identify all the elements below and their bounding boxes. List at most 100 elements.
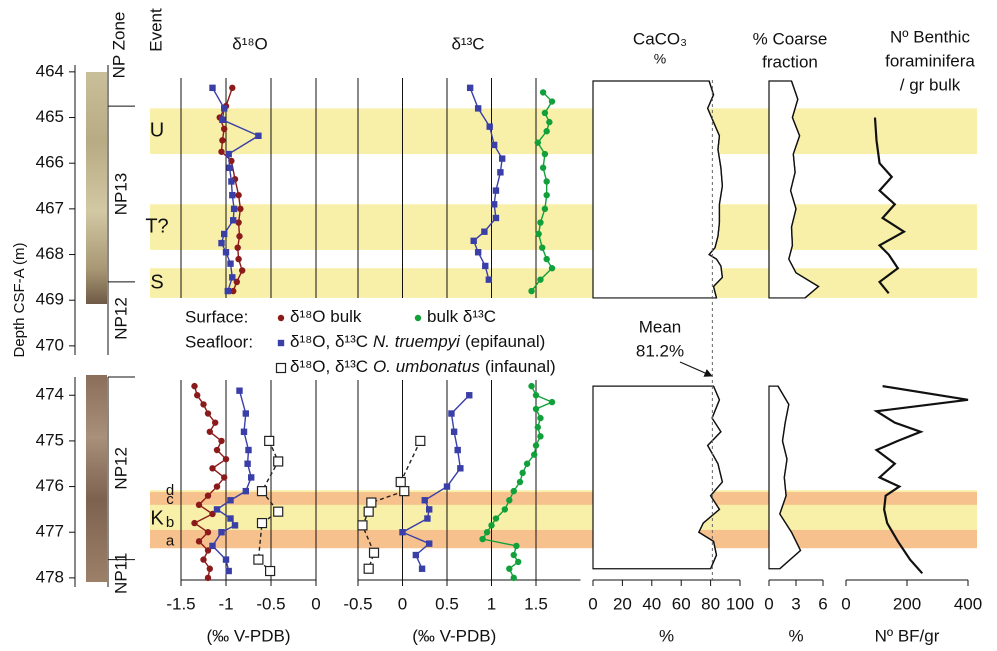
- panel-title: % Coarse: [753, 29, 828, 48]
- data-point: [227, 260, 234, 267]
- event-sub-label: d: [166, 482, 174, 499]
- data-point: [245, 446, 252, 454]
- data-point: [516, 478, 524, 486]
- legend-marker: [275, 362, 287, 374]
- data-point: [194, 392, 201, 399]
- data-point: [224, 287, 231, 295]
- event-label: S: [150, 271, 163, 293]
- data-point: [483, 529, 491, 536]
- mean-arrow: [679, 361, 713, 377]
- data-point: [488, 522, 495, 529]
- data-point: [492, 214, 500, 222]
- data-point: [531, 451, 538, 458]
- x-tick-label: 200: [893, 594, 921, 613]
- data-point: [209, 542, 216, 550]
- legend-text: (epifaunal): [465, 332, 545, 351]
- y-tick-label: 469: [36, 290, 64, 309]
- data-point: [481, 228, 488, 235]
- mean-label: Mean: [639, 317, 682, 336]
- zone-label: NP12: [111, 447, 130, 490]
- panel-title: δ¹³C: [451, 34, 484, 53]
- data-point: [421, 497, 428, 504]
- data-point: [506, 565, 513, 572]
- x-tick-label: 0: [588, 594, 597, 613]
- data-point: [479, 535, 486, 543]
- x-axis-label: (‰ V-PDB): [412, 626, 496, 645]
- data-point: [264, 435, 275, 447]
- data-point: [532, 405, 540, 413]
- x-tick-label: -0.5: [256, 594, 285, 613]
- data-point: [532, 392, 540, 399]
- data-point: [204, 410, 212, 417]
- data-point: [235, 255, 242, 263]
- data-point: [543, 255, 550, 263]
- profile-line: [697, 385, 724, 570]
- data-point: [209, 465, 216, 472]
- data-point: [230, 217, 237, 224]
- data-point: [242, 410, 249, 417]
- data-point: [474, 249, 482, 256]
- x-axis-label: %: [659, 626, 674, 645]
- data-point: [510, 551, 517, 559]
- data-point: [399, 529, 406, 536]
- legend-marker: [414, 314, 422, 322]
- data-point: [368, 547, 380, 558]
- data-point: [543, 128, 550, 135]
- data-point: [206, 428, 213, 435]
- data-point: [539, 244, 546, 251]
- panel-title: Nº Benthic: [890, 27, 970, 46]
- event-label: U: [150, 120, 164, 142]
- zone-label: NP12: [111, 297, 130, 340]
- data-point: [227, 515, 234, 522]
- y-tick-label: 464: [36, 61, 64, 80]
- data-point: [519, 469, 526, 477]
- event-sub-label: c: [166, 491, 174, 508]
- data-point: [357, 520, 368, 531]
- event-band: [150, 108, 977, 155]
- event-heading: Event: [146, 8, 165, 52]
- data-point: [231, 522, 239, 529]
- data-point: [548, 398, 556, 406]
- data-point: [228, 178, 235, 185]
- y-tick-label: 477: [36, 522, 64, 541]
- legend-text: O. umbonatus: [373, 357, 480, 376]
- data-point: [229, 84, 236, 92]
- legend-text: δ¹⁸O, δ¹³C: [290, 357, 368, 376]
- data-point: [424, 515, 431, 522]
- panel-title: δ¹⁸O: [232, 34, 268, 53]
- data-point: [219, 137, 226, 144]
- x-axis-label: Nº BF/gr: [875, 626, 940, 645]
- profile-line: [777, 385, 802, 570]
- data-point: [510, 574, 517, 582]
- data-point: [204, 492, 212, 499]
- data-point: [490, 141, 498, 149]
- data-point: [265, 565, 276, 577]
- data-point: [225, 150, 232, 158]
- y-tick-label: 465: [36, 107, 64, 126]
- data-point: [528, 382, 535, 390]
- legend-text: δ¹⁸O, δ¹³C: [290, 332, 368, 351]
- x-tick-label: 80: [701, 594, 720, 613]
- x-tick-label: 60: [672, 594, 691, 613]
- data-point: [235, 191, 242, 199]
- data-point: [515, 558, 522, 566]
- data-point: [206, 565, 213, 572]
- x-tick-label: 400: [954, 594, 982, 613]
- data-point: [218, 529, 225, 536]
- panel-title: %: [654, 51, 666, 67]
- data-point: [492, 515, 500, 522]
- data-point: [548, 265, 556, 272]
- data-point: [486, 123, 493, 130]
- data-point: [366, 497, 377, 508]
- data-point: [537, 219, 544, 226]
- data-point: [418, 565, 426, 572]
- data-point: [501, 506, 509, 513]
- data-point: [222, 556, 230, 563]
- data-point: [213, 483, 221, 490]
- area-fill: [592, 385, 724, 570]
- legend-text: N. truempyi: [373, 332, 461, 351]
- data-point: [195, 538, 203, 545]
- data-point: [537, 276, 544, 283]
- event-label: T?: [145, 215, 168, 237]
- data-point: [539, 89, 547, 96]
